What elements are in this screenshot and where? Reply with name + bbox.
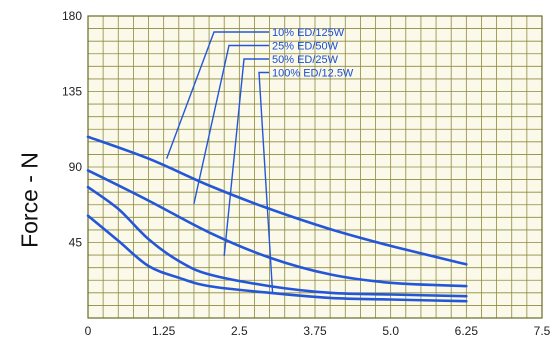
x-tick-label: 6.25 [455,324,479,338]
series-line [86,169,468,288]
legend-leader-line [258,71,274,293]
x-tick-label: 0 [85,324,92,338]
y-tick-label: 135 [62,85,82,99]
legend-leader-line [166,31,269,159]
y-tick-label: 90 [69,160,83,174]
x-tick-label: 2.5 [231,324,248,338]
series-group [86,135,468,303]
series-line [86,135,468,266]
plot-border [87,15,543,319]
legend-label: 50% ED/25W [272,54,339,66]
legend-leader-line [193,44,269,205]
grid [87,15,543,319]
axes: 0 1.25 2.5 3.75 5.0 6.25 7.5 45 90 135 180 [62,9,551,338]
y-tick-label: 45 [69,236,83,250]
legend-label: 100% ED/12.5W [272,68,354,80]
y-axis-label: Force - N [16,152,43,248]
legend-label: 10% ED/125W [272,27,345,39]
x-tick-label: 3.75 [303,324,327,338]
series-line [86,185,468,298]
legend-leader-line [223,58,269,256]
x-tick-label: 5.0 [382,324,399,338]
legend-label: 25% ED/50W [272,41,339,53]
y-tick-label: 180 [62,9,82,23]
x-tick-label: 7.5 [534,324,551,338]
series-line [86,214,468,303]
x-tick-label: 1.25 [152,324,176,338]
